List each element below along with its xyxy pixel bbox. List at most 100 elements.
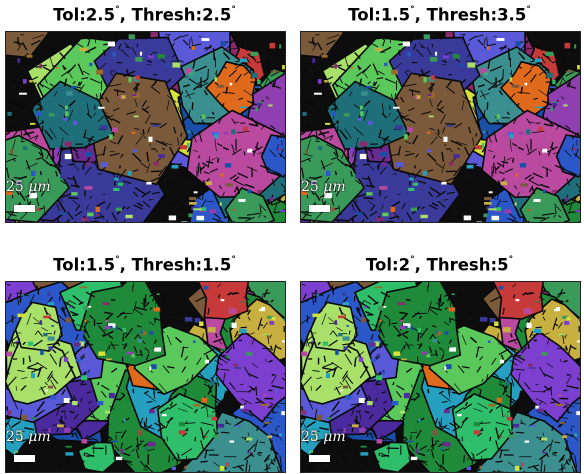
subgrain-boundary — [200, 440, 204, 450]
subgrain-boundary — [270, 124, 276, 130]
subgrain-boundary — [334, 148, 339, 158]
subgrain-boundary — [566, 201, 576, 206]
subgrain-boundary — [363, 99, 371, 108]
subgrain-boundary — [171, 54, 175, 58]
subgrain-boundary — [214, 138, 217, 152]
subgrain-boundary — [492, 171, 494, 177]
subgrain-boundary — [65, 432, 77, 435]
grain-fragment — [223, 132, 229, 135]
grain-fragment — [524, 82, 528, 86]
grain-fragment — [443, 55, 449, 59]
grain — [156, 392, 219, 462]
subgrain-boundary — [143, 468, 149, 471]
subgrain-boundary — [441, 59, 448, 63]
subgrain-boundary — [123, 315, 127, 319]
subgrain-boundary — [428, 204, 438, 210]
subgrain-boundary — [247, 100, 258, 106]
subgrain-boundary — [6, 62, 19, 65]
grain-fragment — [144, 447, 148, 450]
subgrain-boundary — [26, 198, 29, 206]
subgrain-boundary — [342, 342, 354, 346]
scale-bar-label: 25 μm — [6, 179, 51, 195]
degree-symbol: ° — [231, 5, 236, 15]
grain-fragment — [565, 70, 574, 73]
subgrain-boundary — [471, 454, 475, 465]
grain-fragment — [564, 197, 569, 202]
subgrain-boundary — [543, 332, 550, 336]
subgrain-boundary — [510, 333, 513, 338]
subgrain-boundary — [307, 125, 313, 132]
subgrain-boundary — [456, 437, 461, 441]
subgrain-boundary — [180, 346, 185, 358]
subgrain-boundary — [39, 207, 45, 210]
subgrain-boundary — [41, 119, 44, 125]
subgrain-boundary — [177, 106, 183, 118]
subgrain-boundary — [378, 136, 391, 142]
subgrain-boundary — [32, 34, 45, 40]
subgrain-boundary — [81, 32, 90, 41]
subgrain-boundary — [419, 460, 428, 466]
subgrain-boundary — [303, 153, 313, 157]
subgrain-boundary — [316, 438, 323, 442]
grain-fragment — [98, 351, 106, 356]
subgrain-boundary — [146, 151, 150, 162]
subgrain-boundary — [148, 367, 153, 374]
subgrain-boundary — [44, 129, 53, 140]
subgrain-boundary — [462, 34, 465, 40]
grain-fragment — [63, 398, 70, 403]
grain-fragment — [187, 130, 191, 133]
subgrain-boundary — [134, 187, 147, 195]
subgrain-boundary — [351, 339, 356, 347]
grain-fragment — [143, 344, 147, 348]
subgrain-boundary — [263, 77, 269, 87]
grain-fragment — [545, 51, 554, 56]
subgrain-boundary — [363, 163, 370, 166]
subgrain-boundary — [207, 307, 210, 315]
subgrain-boundary — [132, 301, 137, 313]
subgrain-boundary — [251, 337, 255, 345]
subgrain-boundary — [228, 40, 233, 48]
subgrain-boundary — [145, 417, 147, 431]
subgrain-boundary — [23, 341, 26, 346]
subgrain-boundary — [270, 440, 273, 452]
subgrain-boundary — [13, 97, 20, 107]
subgrain-boundary — [148, 199, 154, 201]
subgrain-boundary — [251, 362, 259, 368]
subgrain-boundary — [95, 93, 99, 101]
grain-fragment — [193, 301, 200, 307]
grain-fragment — [422, 171, 427, 176]
subgrain-boundary — [7, 376, 17, 387]
subgrain-boundary — [172, 42, 175, 47]
subgrain-boundary — [24, 54, 28, 58]
subgrain-boundary — [301, 300, 308, 303]
subgrain-boundary — [235, 314, 241, 320]
subgrain-boundary — [322, 362, 334, 368]
grain-fragment — [234, 425, 241, 427]
grain-fragment — [376, 439, 383, 444]
grain-fragment — [180, 145, 188, 150]
grain-fragment — [515, 465, 520, 471]
subgrain-boundary — [339, 381, 343, 386]
grain-fragment — [269, 42, 276, 49]
grain-fragment — [229, 82, 233, 86]
subgrain-boundary — [237, 130, 250, 134]
subgrain-boundary — [27, 362, 39, 368]
subgrain-boundary — [547, 149, 552, 157]
grain-fragment — [529, 425, 536, 427]
grain-fragment — [367, 120, 373, 126]
subgrain-boundary — [527, 343, 530, 350]
subgrain-boundary — [202, 333, 204, 339]
subgrain-boundary — [430, 444, 434, 448]
subgrain-boundary — [355, 179, 361, 185]
subgrain-boundary — [143, 390, 149, 395]
subgrain-boundary — [24, 427, 35, 431]
subgrain-boundary — [480, 427, 484, 431]
subgrain-boundary — [56, 339, 61, 347]
subgrain-boundary — [53, 91, 58, 97]
grain-fragment — [311, 340, 314, 343]
grain-fragment — [409, 177, 414, 181]
grain-fragment — [361, 91, 368, 96]
subgrain-boundary — [51, 376, 59, 385]
subgrain-boundary — [557, 292, 566, 295]
grain-fragment — [65, 445, 72, 448]
